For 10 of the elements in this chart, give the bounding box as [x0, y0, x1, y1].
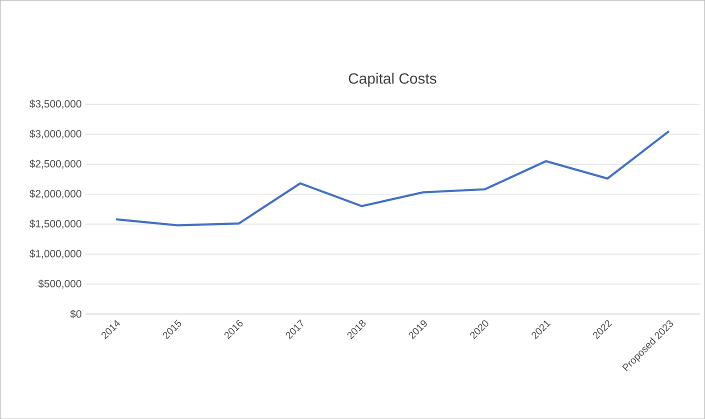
y-tick-label: $3,000,000 [30, 130, 82, 139]
y-tick-label: $1,000,000 [30, 249, 82, 259]
y-tick-label: $3,500,000 [30, 100, 82, 109]
y-tick-label: $500,000 [38, 279, 82, 288]
y-tick-label: $1,500,000 [30, 219, 82, 229]
chart-title: Capital Costs [348, 72, 436, 87]
y-tick-label: $2,000,000 [30, 189, 82, 199]
y-tick-label: $2,500,000 [30, 160, 82, 169]
y-tick-label: $0 [70, 310, 82, 318]
line-series [114, 130, 670, 226]
